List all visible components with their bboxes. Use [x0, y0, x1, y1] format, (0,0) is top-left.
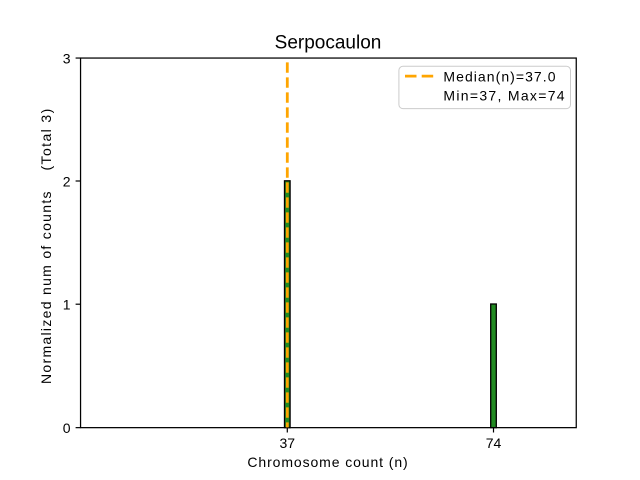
svg-text:Normalized num of counts: Normalized num of counts [38, 190, 54, 384]
svg-text:(Total 3): (Total 3) [38, 107, 54, 170]
svg-text:0: 0 [63, 420, 71, 436]
svg-text:3: 3 [63, 50, 71, 66]
svg-text:Median(n)=37.0: Median(n)=37.0 [443, 68, 556, 84]
svg-text:Chromosome count (n): Chromosome count (n) [247, 454, 408, 470]
svg-text:2: 2 [63, 174, 71, 190]
svg-text:74: 74 [486, 435, 502, 451]
svg-text:37: 37 [280, 435, 296, 451]
svg-text:Serpocaulon: Serpocaulon [275, 32, 382, 53]
svg-text:1: 1 [63, 297, 71, 313]
svg-text:Min=37, Max=74: Min=37, Max=74 [443, 88, 565, 104]
